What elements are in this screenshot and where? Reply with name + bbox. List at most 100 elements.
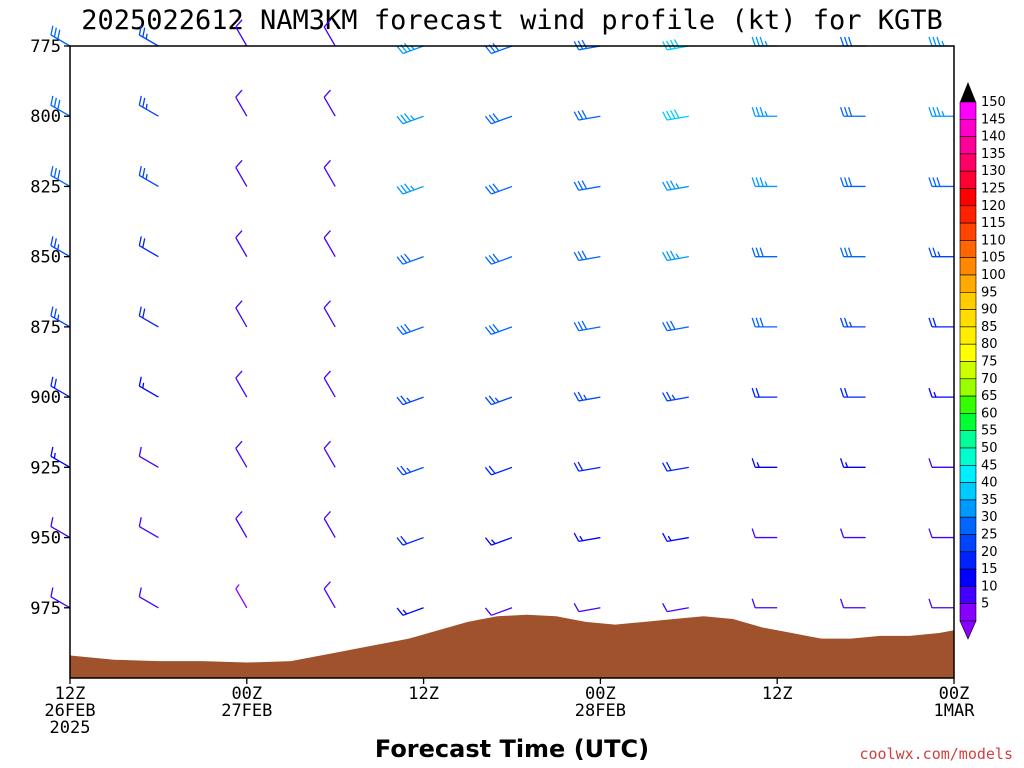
colorbar-label: 105 xyxy=(981,251,1006,266)
wind-barb xyxy=(928,317,954,328)
colorbar-label: 80 xyxy=(981,337,998,352)
wind-barb xyxy=(484,536,513,546)
wind-barb xyxy=(138,236,159,258)
wind-barb xyxy=(235,370,248,398)
wind-barb xyxy=(573,110,601,121)
wind-barb xyxy=(323,19,336,47)
colorbar-label: 20 xyxy=(981,545,998,560)
wind-barb xyxy=(751,317,778,328)
colorbar-label: 65 xyxy=(981,389,998,404)
colorbar-label: 115 xyxy=(981,216,1006,231)
wind-barb xyxy=(396,253,424,265)
colorbar-swatch xyxy=(959,309,977,328)
x-tick-label: 00Z xyxy=(231,684,262,704)
colorbar-label: 75 xyxy=(981,355,998,370)
wind-barb xyxy=(839,247,866,258)
colorbar-swatch xyxy=(959,205,977,224)
wind-barb xyxy=(138,446,159,468)
colorbar-label: 30 xyxy=(981,510,998,525)
colorbar-swatch xyxy=(959,534,977,553)
wind-barb xyxy=(396,113,424,125)
wind-barb xyxy=(50,587,71,609)
terrain-surface xyxy=(70,614,954,678)
x-tick-label: 26FEB xyxy=(44,701,95,721)
wind-barb xyxy=(839,107,866,117)
wind-barb xyxy=(396,535,424,546)
wind-barb xyxy=(396,465,424,476)
wind-barb xyxy=(235,159,248,187)
wind-barb xyxy=(396,323,424,336)
wind-barb xyxy=(573,250,601,262)
colorbar-max-arrow xyxy=(960,82,976,102)
colorbar-label: 35 xyxy=(981,493,998,508)
colorbar-swatch xyxy=(959,516,977,535)
wind-barb xyxy=(235,89,248,117)
wind-barb xyxy=(839,177,866,188)
x-tick-label: 12Z xyxy=(55,684,86,704)
x-tick-label: 1MAR xyxy=(934,701,976,721)
colorbar-label: 45 xyxy=(981,458,998,473)
wind-barb xyxy=(138,376,159,398)
y-tick-label: 800 xyxy=(30,107,61,127)
x-tick-label: 00Z xyxy=(939,684,970,704)
colorbar-swatch xyxy=(959,568,977,587)
colorbar-swatch xyxy=(959,222,977,241)
x-tick-label: 00Z xyxy=(585,684,616,704)
colorbar-label: 125 xyxy=(981,182,1006,197)
wind-barb xyxy=(928,247,954,258)
colorbar-label: 100 xyxy=(981,268,1006,283)
wind-barb xyxy=(928,387,954,398)
wind-barb xyxy=(138,95,159,117)
wind-barb xyxy=(751,458,778,468)
colorbar-swatch xyxy=(959,413,977,431)
wind-barb xyxy=(50,236,71,258)
credit-text: coolwx.com/models xyxy=(859,745,1013,763)
colorbar-swatch xyxy=(959,447,977,466)
wind-barb xyxy=(138,166,159,188)
colorbar-swatch xyxy=(959,170,977,189)
wind-barb xyxy=(323,440,336,468)
colorbar-swatch xyxy=(959,395,977,414)
wind-barb xyxy=(323,159,336,187)
colorbar-swatch xyxy=(959,188,977,207)
colorbar-label: 70 xyxy=(981,372,998,387)
wind-barb xyxy=(751,177,778,188)
colorbar-swatch xyxy=(959,603,977,622)
colorbar-swatch xyxy=(959,291,977,310)
wind-barb xyxy=(235,440,248,468)
wind-barb xyxy=(50,166,71,188)
colorbar-swatch xyxy=(959,586,977,605)
wind-barb xyxy=(928,177,954,188)
y-tick-label: 775 xyxy=(30,37,61,57)
colorbar-swatch xyxy=(959,240,977,258)
wind-barb xyxy=(573,461,601,472)
wind-barb xyxy=(323,370,336,398)
wind-barb xyxy=(839,598,866,609)
wind-barb xyxy=(573,391,601,402)
y-tick-label: 850 xyxy=(30,248,61,268)
wind-barb xyxy=(50,25,71,47)
colorbar-label: 60 xyxy=(981,406,998,421)
y-tick-label: 925 xyxy=(30,458,61,478)
wind-barb xyxy=(323,300,336,328)
wind-barb xyxy=(50,306,71,328)
colorbar-swatch xyxy=(959,361,977,380)
y-axis: 775 800 825 850 875 900 925 950 975 xyxy=(30,37,70,619)
colorbar-label: 10 xyxy=(981,579,998,594)
colorbar-label: 135 xyxy=(981,147,1006,162)
wind-barb xyxy=(235,19,248,47)
wind-barb xyxy=(662,320,689,332)
colorbar-swatch xyxy=(959,482,977,501)
wind-barb xyxy=(323,230,336,257)
wind-barb xyxy=(484,323,513,336)
wind-barb xyxy=(751,387,778,398)
wind-barb xyxy=(50,446,71,468)
colorbar-label: 40 xyxy=(981,476,998,491)
wind-barb xyxy=(235,510,248,538)
wind-barb xyxy=(484,183,513,195)
wind-barb xyxy=(662,109,689,121)
wind-barb xyxy=(662,180,689,191)
wind-barb xyxy=(662,602,689,613)
